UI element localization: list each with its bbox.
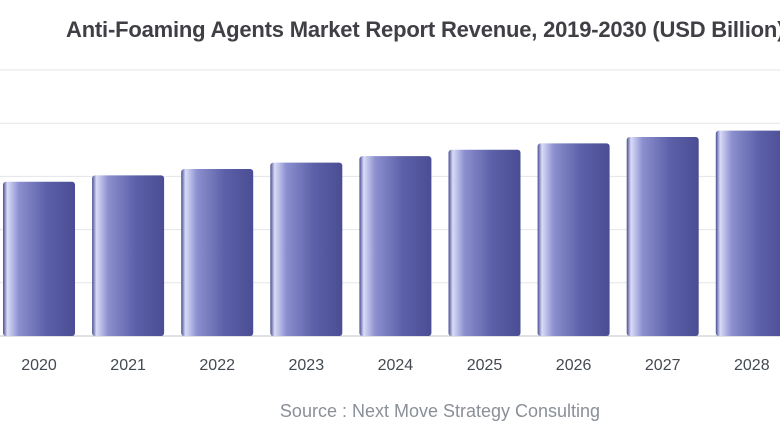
x-tick-label: 2021 bbox=[110, 357, 146, 374]
bar-2027 bbox=[626, 137, 699, 336]
bar-2026 bbox=[537, 143, 610, 336]
x-tick-label: 2028 bbox=[734, 357, 770, 374]
x-tick-label: 2023 bbox=[289, 357, 325, 374]
source-note: Source : Next Move Strategy Consulting bbox=[279, 401, 601, 421]
chart-title: Anti-Foaming Agents Market Report Revenu… bbox=[66, 17, 780, 42]
bars bbox=[3, 130, 780, 336]
bar-2023 bbox=[270, 162, 343, 336]
x-tick-label: 2022 bbox=[199, 357, 235, 374]
bar-2020 bbox=[3, 181, 75, 336]
bar-2022 bbox=[181, 168, 254, 336]
bar-2024 bbox=[359, 156, 432, 336]
x-tick-label: 2026 bbox=[556, 357, 592, 374]
x-tick-label: 2020 bbox=[21, 357, 57, 374]
bar-2028 bbox=[715, 130, 780, 336]
bar-2021 bbox=[92, 175, 165, 336]
bar-2025 bbox=[448, 149, 521, 336]
x-tick-label: 2024 bbox=[378, 357, 414, 374]
x-axis-tick-labels: 2020 2021 2022 2023 2024 2025 2026 2027 2028 bbox=[21, 357, 769, 374]
x-tick-label: 2027 bbox=[645, 357, 681, 374]
x-tick-label: 2025 bbox=[467, 357, 503, 374]
